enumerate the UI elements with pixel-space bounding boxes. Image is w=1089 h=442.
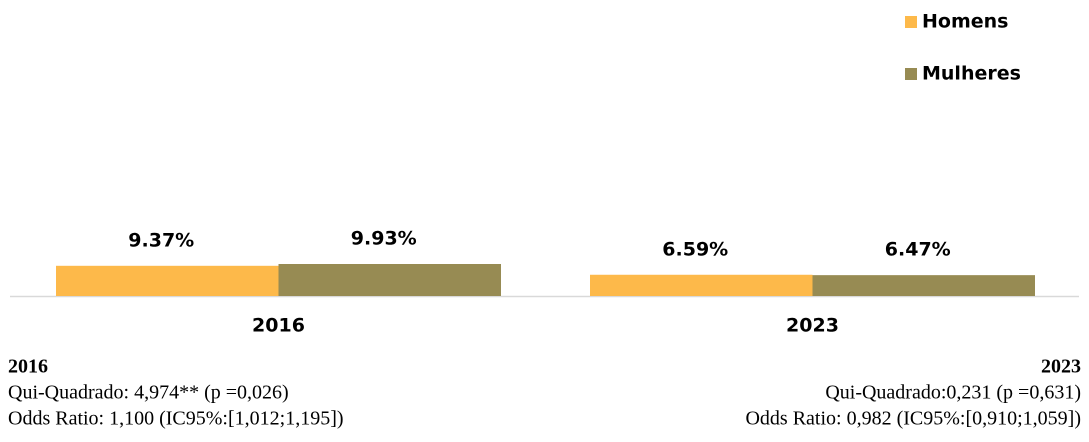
bar <box>278 264 501 296</box>
note-title: 2016 <box>8 356 48 378</box>
bar <box>56 265 279 296</box>
note-line: Odds Ratio: 1,100 (IC95%:[1,012;1,195]) <box>8 408 344 430</box>
legend-label: Homens <box>922 11 1008 33</box>
note-line: Odds Ratio: 0,982 (IC95%:[0,910;1,059]) <box>745 408 1081 430</box>
value-label: 9.37% <box>128 229 194 251</box>
note-line: Qui-Quadrado: 4,974** (p =0,026) <box>8 382 289 404</box>
bar <box>812 275 1035 296</box>
note-title: 2023 <box>1041 356 1081 378</box>
category-label: 2023 <box>786 315 839 337</box>
legend-swatch <box>905 68 917 80</box>
value-label: 6.47% <box>885 239 951 261</box>
value-label: 9.93% <box>351 228 417 250</box>
legend-swatch <box>905 16 917 28</box>
note-line: Qui-Quadrado:0,231 (p =0,631) <box>825 382 1081 404</box>
legend-label: Mulheres <box>922 63 1021 85</box>
bar <box>590 274 813 296</box>
value-label: 6.59% <box>662 238 728 260</box>
category-label: 2016 <box>252 315 305 337</box>
